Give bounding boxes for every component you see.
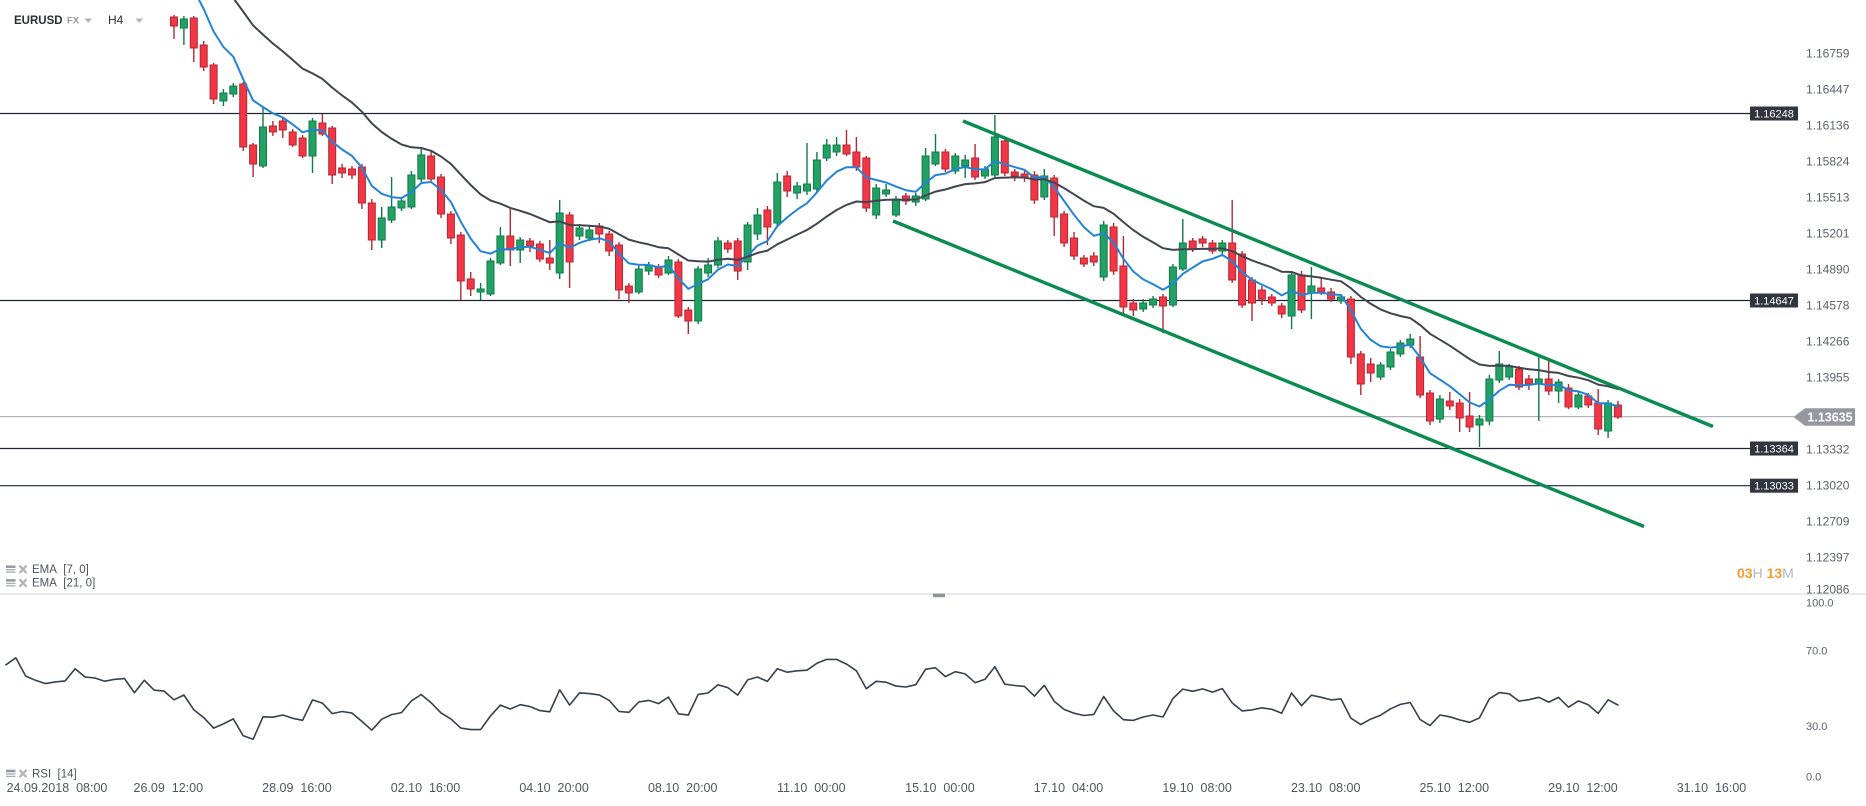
- svg-text:1.15824: 1.15824: [1806, 155, 1850, 169]
- svg-text:EMA [7, 0]: EMA [7, 0]: [32, 564, 89, 576]
- svg-text:31.10 16:00: 31.10 16:00: [1677, 781, 1747, 795]
- svg-text:03H 13M: 03H 13M: [1737, 565, 1794, 581]
- svg-text:1.13033: 1.13033: [1754, 481, 1794, 493]
- svg-text:08.10 20:00: 08.10 20:00: [648, 781, 718, 795]
- svg-text:29.10 12:00: 29.10 12:00: [1548, 781, 1618, 795]
- svg-text:1.12397: 1.12397: [1806, 551, 1850, 565]
- svg-text:1.14266: 1.14266: [1806, 335, 1850, 349]
- svg-text:1.16248: 1.16248: [1754, 108, 1794, 120]
- svg-text:28.09 16:00: 28.09 16:00: [262, 781, 332, 795]
- svg-text:19.10 08:00: 19.10 08:00: [1162, 781, 1232, 795]
- svg-text:0.0: 0.0: [1806, 771, 1821, 783]
- svg-text:1.14890: 1.14890: [1806, 263, 1850, 277]
- svg-text:1.12086: 1.12086: [1806, 583, 1850, 597]
- svg-text:1.15513: 1.15513: [1806, 191, 1850, 205]
- svg-text:30.0: 30.0: [1806, 721, 1827, 733]
- svg-text:1.13020: 1.13020: [1806, 479, 1850, 493]
- svg-text:1.16136: 1.16136: [1806, 119, 1850, 133]
- svg-text:25.10 12:00: 25.10 12:00: [1420, 781, 1490, 795]
- svg-text:1.13364: 1.13364: [1754, 443, 1794, 455]
- svg-text:100.0: 100.0: [1806, 598, 1834, 610]
- svg-text:FX: FX: [67, 16, 80, 27]
- svg-text:1.13955: 1.13955: [1806, 371, 1850, 385]
- svg-text:H4: H4: [108, 13, 124, 27]
- svg-text:24.09.2018 08:00: 24.09.2018 08:00: [7, 781, 108, 795]
- svg-text:RSI [14]: RSI [14]: [32, 768, 77, 780]
- svg-text:1.13635: 1.13635: [1807, 410, 1852, 424]
- svg-text:02.10 16:00: 02.10 16:00: [391, 781, 461, 795]
- svg-text:1.13332: 1.13332: [1806, 443, 1850, 457]
- svg-text:70.0: 70.0: [1806, 645, 1827, 657]
- svg-text:1.15201: 1.15201: [1806, 227, 1850, 241]
- svg-text:1.16759: 1.16759: [1806, 47, 1850, 61]
- svg-text:17.10 04:00: 17.10 04:00: [1034, 781, 1104, 795]
- svg-text:11.10 00:00: 11.10 00:00: [777, 781, 846, 795]
- svg-text:23.10 08:00: 23.10 08:00: [1291, 781, 1361, 795]
- svg-text:15.10 00:00: 15.10 00:00: [905, 781, 975, 795]
- svg-text:04.10 20:00: 04.10 20:00: [519, 781, 589, 795]
- svg-text:1.14647: 1.14647: [1754, 295, 1794, 307]
- svg-text:26.09 12:00: 26.09 12:00: [134, 781, 204, 795]
- svg-text:1.16447: 1.16447: [1806, 83, 1850, 97]
- svg-text:1.14578: 1.14578: [1806, 299, 1850, 313]
- svg-text:1.12709: 1.12709: [1806, 515, 1850, 529]
- svg-text:EMA [21, 0]: EMA [21, 0]: [32, 578, 95, 590]
- svg-text:EURUSD: EURUSD: [14, 15, 63, 27]
